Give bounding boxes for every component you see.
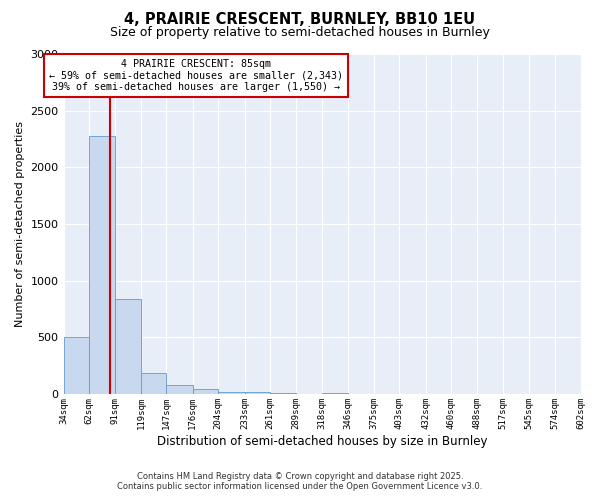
Bar (89, 136, 115, 394)
Bar (193, 389, 218, 394)
Text: Contains HM Land Registry data © Crown copyright and database right 2025.
Contai: Contains HM Land Registry data © Crown c… (118, 472, 482, 491)
Bar (166, 385, 193, 394)
Bar (245, 392, 270, 394)
Text: 4, PRAIRIE CRESCENT, BURNLEY, BB10 1EU: 4, PRAIRIE CRESCENT, BURNLEY, BB10 1EU (124, 12, 476, 28)
Bar (141, 373, 166, 394)
Text: 4 PRAIRIE CRESCENT: 85sqm
← 59% of semi-detached houses are smaller (2,343)
39% : 4 PRAIRIE CRESCENT: 85sqm ← 59% of semi-… (49, 58, 343, 92)
Bar (115, 298, 141, 394)
Y-axis label: Number of semi-detached properties: Number of semi-detached properties (15, 121, 25, 327)
X-axis label: Distribution of semi-detached houses by size in Burnley: Distribution of semi-detached houses by … (157, 434, 487, 448)
Bar (64, 338, 89, 394)
Text: Size of property relative to semi-detached houses in Burnley: Size of property relative to semi-detach… (110, 26, 490, 39)
Bar (218, 392, 245, 394)
